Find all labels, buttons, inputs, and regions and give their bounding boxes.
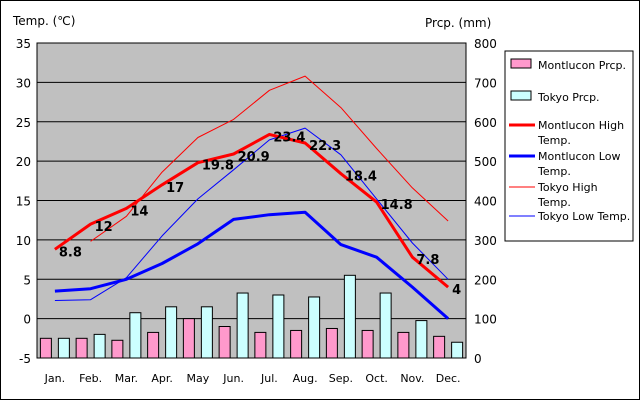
y-left-tick-label: 5	[23, 273, 31, 287]
y-left-tick-label: 15	[16, 195, 31, 209]
y-left-tick-label: 30	[16, 76, 31, 90]
x-tick-label: Aug.	[293, 372, 318, 385]
data-label: 12	[95, 220, 113, 235]
bar-montlucon-prcp-	[182, 318, 195, 359]
legend-label: Montlucon Prcp.	[538, 59, 626, 72]
y-left-tick-label: 0	[23, 313, 31, 327]
x-tick-label: Sep.	[329, 372, 353, 385]
data-label: 18.4	[345, 170, 377, 185]
bar-montlucon-prcp-	[397, 331, 410, 359]
legend-label: Tokyo Low Temp.	[537, 210, 630, 223]
bar-tokyo-prcp-	[451, 341, 464, 359]
legend-box	[504, 50, 634, 242]
y-left-tick-label: -5	[19, 352, 31, 366]
bar-montlucon-prcp-	[75, 337, 88, 359]
x-tick-label: Oct.	[365, 372, 388, 385]
x-tick-label: Feb.	[79, 372, 102, 385]
bar-tokyo-prcp-	[57, 337, 70, 359]
bar-montlucon-prcp-	[433, 335, 446, 359]
bar-montlucon-prcp-	[39, 337, 52, 359]
bar-tokyo-prcp-	[379, 292, 392, 359]
data-label: 23.4	[273, 130, 305, 145]
legend-label: Montlucon Low Temp.	[537, 150, 620, 178]
plot-border	[36, 42, 467, 359]
bar-montlucon-prcp-	[361, 329, 374, 359]
bar-tokyo-prcp-	[93, 333, 106, 359]
line-montlucon-low-temp-	[54, 210, 450, 320]
y-right-tick-label: 500	[474, 155, 497, 169]
bar-montlucon-prcp-	[254, 331, 267, 359]
data-label: 17	[166, 181, 184, 196]
bar-montlucon-prcp-	[111, 339, 124, 359]
bar-tokyo-prcp-	[236, 292, 249, 359]
y-left-tick-label: 20	[16, 155, 31, 169]
x-tick-label: Nov.	[400, 372, 424, 385]
y-right-tick-label: 0	[474, 352, 482, 366]
legend: Montlucon Prcp. Tokyo Prcp. Montlucon High…	[504, 50, 634, 242]
y-left-tick-label: 10	[16, 234, 31, 248]
legend-swatch	[510, 90, 532, 101]
x-tick-label: Mar.	[115, 372, 138, 385]
y-right-tick-label: 700	[474, 76, 497, 90]
data-label: 4	[452, 283, 461, 298]
y-right-tick-label: 100	[474, 313, 497, 327]
x-tick-label: Jan.	[44, 372, 65, 385]
bar-tokyo-prcp-	[415, 320, 428, 359]
data-label: 7.8	[416, 253, 439, 268]
bar-tokyo-prcp-	[200, 306, 213, 359]
x-tick-label: Jul.	[260, 372, 278, 385]
data-label: 8.8	[59, 245, 82, 260]
line-tokyo-high-temp-	[90, 75, 449, 242]
legend-label: Tokyo Prcp.	[537, 91, 600, 104]
y-axis-left-title: Temp. (℃)	[12, 14, 75, 28]
bar-montlucon-prcp-	[147, 331, 160, 359]
bar-tokyo-prcp-	[308, 296, 321, 359]
x-tick-label: Apr.	[151, 372, 173, 385]
legend-label: Tokyo High Temp.	[537, 181, 598, 209]
data-label: 19.8	[202, 159, 234, 174]
x-tick-label: Jun.	[222, 372, 244, 385]
data-label: 14	[130, 204, 148, 219]
y-right-tick-label: 600	[474, 116, 497, 130]
bar-tokyo-prcp-	[343, 274, 356, 359]
bar-montlucon-prcp-	[218, 326, 231, 359]
bar-tokyo-prcp-	[272, 294, 285, 359]
y-left-tick-label: 25	[16, 116, 31, 130]
data-label: 14.8	[381, 198, 413, 213]
y-right-tick-label: 300	[474, 234, 497, 248]
x-tick-label: May	[187, 372, 210, 385]
x-tick-label: Dec.	[436, 372, 461, 385]
bar-montlucon-prcp-	[325, 327, 338, 359]
bar-tokyo-prcp-	[165, 306, 178, 359]
line-montlucon-high-temp-	[54, 132, 450, 289]
data-label: 20.9	[238, 150, 270, 165]
y-axis-right-title: Prcp. (mm)	[425, 16, 491, 30]
legend-label: Montlucon High Temp.	[537, 119, 624, 147]
y-right-tick-label: 200	[474, 273, 497, 287]
bar-tokyo-prcp-	[129, 312, 142, 359]
y-right-tick-label: 400	[474, 195, 497, 209]
y-left-tick-label: 35	[16, 37, 31, 51]
legend-swatch	[510, 58, 532, 69]
y-right-tick-label: 800	[474, 37, 497, 51]
data-label: 22.3	[309, 139, 341, 154]
bar-montlucon-prcp-	[290, 329, 303, 359]
